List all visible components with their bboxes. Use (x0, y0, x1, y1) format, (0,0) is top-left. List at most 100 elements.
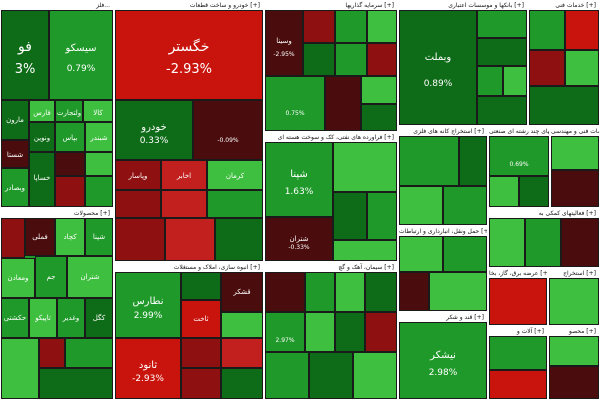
tile-small[interactable]: ولتجارت (55, 100, 83, 122)
tile-small[interactable] (561, 218, 599, 267)
tile-small[interactable]: خساپا (29, 152, 55, 207)
tile-small[interactable] (529, 10, 565, 50)
tile-small[interactable] (367, 10, 397, 43)
tile-small[interactable]: بپاس (55, 122, 85, 152)
tile-small[interactable] (115, 190, 161, 218)
tile-small[interactable] (161, 190, 207, 218)
tile-fooladh[interactable]: فو 3% (1, 10, 49, 100)
tile-small[interactable] (367, 43, 397, 76)
tile-small[interactable] (399, 186, 443, 225)
tile-small[interactable]: مارون (1, 100, 29, 140)
tile-small[interactable] (55, 176, 85, 207)
sector-mining[interactable]: استخراج کانه های فلزی [+] (398, 126, 488, 226)
tile-khegstar[interactable]: خگستر -2.93% (115, 10, 263, 100)
tile-small[interactable] (365, 312, 397, 352)
tile-small[interactable] (477, 10, 527, 38)
tile-small[interactable]: کگل (85, 298, 113, 338)
tile-small[interactable]: جم (35, 256, 67, 298)
tile-small[interactable] (215, 218, 263, 261)
tile-small[interactable] (165, 218, 215, 261)
tile-small[interactable] (55, 152, 85, 176)
tile-small[interactable] (303, 43, 335, 76)
tile-small[interactable] (335, 10, 367, 43)
tile-small[interactable] (489, 370, 547, 399)
tile-small[interactable]: ومعادن (1, 258, 35, 298)
sector-services[interactable]: خدمات فنی و مهندسی [+] (550, 126, 600, 208)
tile-khodro[interactable]: خودرو 0.33% (115, 100, 193, 160)
sector-products[interactable]: محصولات [+] فملی کچاد شپنا ومعادن جم شتر… (0, 208, 114, 400)
tile-netaras[interactable]: نطارس 2.99% (115, 272, 181, 338)
tile-small[interactable] (325, 76, 361, 131)
tile-small[interactable] (459, 136, 487, 186)
tile-small[interactable] (181, 272, 221, 300)
tile-small[interactable]: تاپیکو (29, 298, 57, 338)
tile-small[interactable] (489, 176, 519, 207)
tile-small[interactable] (39, 368, 113, 399)
tile-small[interactable] (85, 176, 113, 207)
tile-small[interactable] (529, 86, 599, 125)
sector-banks[interactable]: بانکها و موسسات اعتباری [+] وبملت 0.89% (398, 0, 528, 126)
tile-small[interactable] (549, 278, 599, 325)
tile-small[interactable] (85, 152, 113, 176)
tile-small[interactable]: وبصادر (1, 168, 29, 207)
tile-small[interactable] (529, 50, 565, 86)
tile-small[interactable]: حکشتی (1, 298, 29, 338)
tile-small[interactable]: کرمان (207, 160, 263, 190)
tile-small[interactable] (181, 338, 221, 368)
sector-engineering[interactable]: فعالیتهای کمکی به [+] (488, 208, 600, 268)
tile-small[interactable]: وپاسار (115, 160, 161, 190)
tile-small[interactable] (361, 104, 397, 131)
tile-vsina[interactable]: وسینا -2.95% (265, 10, 303, 76)
sector-auto[interactable]: خودرو و ساخت قطعات [+] خگستر -2.93% خودر… (114, 0, 264, 262)
sector-cement[interactable]: سیمان، آهک و گچ [+] 2.97% (264, 262, 398, 400)
tile-small[interactable] (353, 352, 397, 399)
tile-small[interactable] (565, 50, 599, 86)
tile-tanvid[interactable]: ثانود -2.93% (115, 338, 181, 399)
tile-small[interactable] (1, 338, 39, 399)
tile-small[interactable] (549, 366, 599, 399)
sector-sugar[interactable]: قند و شکر [+] نیشکر 2.98% (398, 312, 488, 400)
tile-small[interactable] (503, 66, 527, 96)
tile-small[interactable] (551, 170, 599, 207)
sector-extraction[interactable]: استخراج [+] (548, 268, 600, 326)
tile-small[interactable] (207, 190, 263, 218)
tile-small[interactable] (489, 278, 547, 325)
tile-small[interactable] (221, 312, 263, 338)
tile-small[interactable]: شستا (1, 140, 29, 168)
tile-shetran[interactable]: شتران -0.33% (265, 217, 333, 261)
tile-small[interactable] (551, 136, 599, 170)
tile-small[interactable] (303, 10, 335, 43)
tile-small[interactable] (335, 43, 367, 76)
tile-small[interactable] (221, 338, 263, 368)
tile-small[interactable] (181, 368, 221, 399)
tile-small[interactable] (429, 272, 487, 311)
tile-small[interactable]: شبندر (85, 122, 113, 152)
tile-small[interactable] (489, 218, 525, 267)
tile-small[interactable]: ثاخت (181, 300, 221, 338)
tile-shpna[interactable]: شپنا 1.63% (265, 142, 333, 217)
sector-metals[interactable]: فلز... فو 3% سیسکو 0.79% مارون فارس ولتج… (0, 0, 114, 208)
sector-technical[interactable]: خدمات فنی [+] (528, 0, 600, 126)
tile-small[interactable] (443, 236, 487, 272)
tile-small[interactable] (489, 336, 547, 370)
tile-small[interactable]: وغدیر (57, 298, 85, 338)
tile-kkhsh[interactable]: -0.09% (193, 100, 263, 160)
tile-nitoshkar[interactable]: نیشکر 2.98% (399, 322, 487, 399)
tile-small[interactable] (265, 272, 305, 312)
tile-small[interactable] (333, 142, 397, 192)
tile-small[interactable]: کچاد (55, 218, 85, 256)
sector-transport[interactable]: حمل ونقل، انبارداری و ارتباطات [+] (398, 226, 488, 312)
sector-multi[interactable]: شرکتهای چند رشته ای صنعتی [+] 0.69% (488, 126, 550, 208)
tile-small[interactable] (477, 38, 527, 66)
tile-small[interactable]: فملی (25, 218, 55, 256)
sector-products2[interactable]: محصو [+] (548, 326, 600, 400)
tile-small[interactable] (305, 272, 335, 312)
tile-small[interactable] (333, 192, 367, 240)
tile-small[interactable] (309, 352, 353, 399)
tile-small[interactable]: شپنا (85, 218, 113, 256)
tile-small[interactable]: کالا (83, 100, 113, 122)
sector-utilities[interactable]: عرضه برق، گاز، بخا [+] (488, 268, 548, 326)
tile-small[interactable]: اخابر (161, 160, 207, 190)
sector-investments[interactable]: سرمایه گذاریها [+] وسینا -2.95% 0.75% (264, 0, 398, 132)
tile-small[interactable] (367, 192, 397, 240)
